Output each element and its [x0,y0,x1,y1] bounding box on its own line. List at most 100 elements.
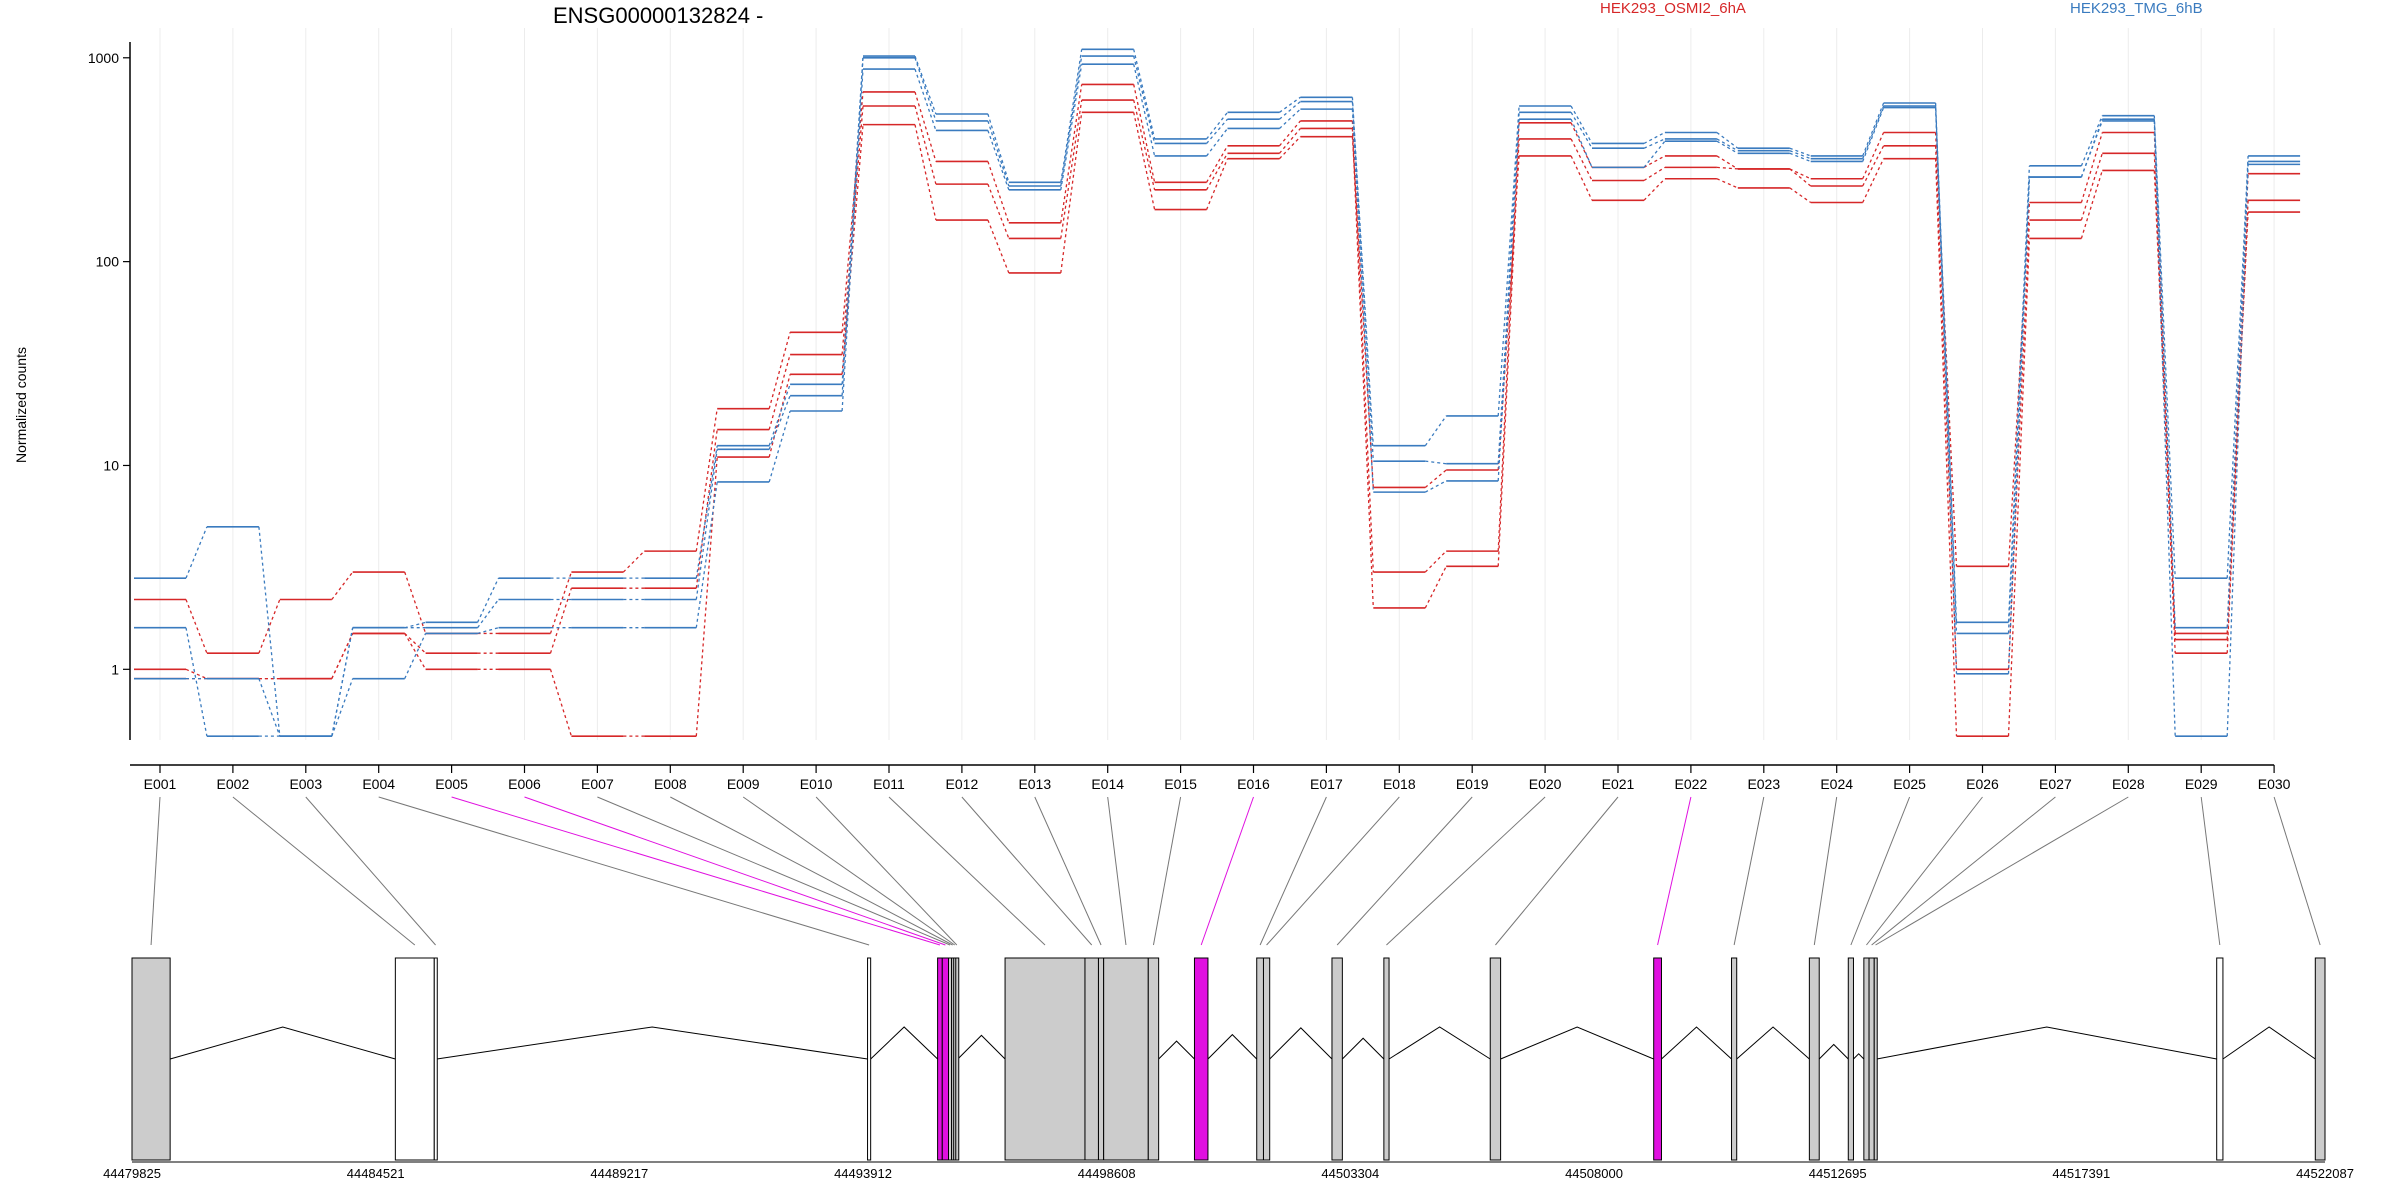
series-connector-e001 [185,599,208,654]
x-axis: E001 E002 E003 E004 E005 E006 E007 E008 E009 E010… [130,764,2291,792]
series-connector-e023 [1789,150,1811,160]
connector-e012 [961,796,1093,946]
series-connector-e020 [1570,118,1593,168]
series-connector-e016 [1279,120,1301,147]
connector-e004 [378,796,870,946]
exon-e023 [1731,957,1738,1161]
series-connector-e020 [1570,105,1593,144]
x-tick-label-e024: E024 [1820,776,1853,792]
x-tick-label-e003: E003 [289,776,322,792]
connector-e019 [1336,796,1473,946]
series-connector-e009 [768,384,791,446]
series-connector-e023 [1789,168,1811,180]
exon-e012 [1084,957,1099,1161]
series-connector-e009 [768,332,791,409]
series-connector-e017 [1351,136,1374,488]
legend-osmi2: HEK293_OSMI2_6hA [1600,0,1746,17]
intron-3 [436,1026,868,1060]
series-connector-e023 [1789,187,1812,204]
series-connector-e006 [549,587,573,654]
genomic-axis: 44479825 44484521 44489217 44493912 44498608… [103,1161,2354,1181]
exon-e017 [1256,957,1264,1161]
intron-28 [1876,1026,2217,1060]
y-tick-label-1: 1 [111,661,119,677]
genomic-tick-label-10: 44522087 [2296,1166,2354,1181]
x-tick-label-e018: E018 [1383,776,1416,792]
series-connector-e013 [1060,112,1083,274]
genomic-tick-label-5: 44498608 [1078,1166,1136,1181]
connector-e005 [451,796,941,946]
genomic-tick-label-6: 44503304 [1321,1166,1379,1181]
series-connector-e014 [1133,55,1156,144]
series-connector-e018 [1424,566,1447,609]
series-connector-e024 [1862,158,1885,203]
x-tick-label-e005: E005 [435,776,468,792]
exon-e025 [1847,957,1854,1161]
connector-e002 [232,796,416,946]
series-connector-e020 [1570,122,1593,168]
x-tick-label-e028: E028 [2112,776,2145,792]
series-connector-e028 [2153,170,2176,640]
series-connector-e004 [404,571,427,634]
series-connector-e027 [2080,170,2103,239]
series-connector-e017 [1351,109,1374,493]
series-connector-e019 [1497,105,1520,416]
connector-e014 [1107,796,1127,946]
genomic-tick-label-9: 44517391 [2052,1166,2110,1181]
x-tick-label-e009: E009 [727,776,760,792]
series-connector-e004 [404,633,427,679]
x-tick-label-e012: E012 [946,776,979,792]
series-connector-e009 [768,410,791,483]
series-connector-e027 [2080,120,2103,178]
x-tick-label-e011: E011 [873,776,905,792]
x-tick-label-e019: E019 [1456,776,1489,792]
x-tick-label-e020: E020 [1529,776,1562,792]
series-connector-e012 [987,120,1010,187]
intron-15 [1158,1040,1195,1060]
series-connector-e025 [1934,105,1958,634]
series-lines [134,48,2301,737]
connector-e030 [2273,796,2321,946]
y-axis-label: Normalized counts [13,347,29,463]
series-connector-e007 [622,550,645,573]
series-connector-e011 [914,91,937,162]
grid-lines [159,28,2275,740]
genomic-tick-label-1: 44479825 [103,1166,161,1181]
intron-10 [957,1034,1006,1060]
x-tick-label-e026: E026 [1966,776,1999,792]
exon-e019 [1331,957,1343,1161]
connector-e026 [1866,796,1983,946]
series-connector-e021 [1643,131,1666,145]
series-connector-e013 [1060,55,1083,187]
connector-e022 [1657,796,1692,946]
connector-e028 [1875,796,2129,946]
series-connector-e006 [549,571,573,634]
x-tick-label-e027: E027 [2039,776,2072,792]
exon-e011 [1004,957,1086,1161]
intron-24 [1818,1043,1849,1060]
series-connector-e011 [914,68,937,131]
series-connector-e019 [1497,138,1520,567]
x-tick-label-e016: E016 [1237,776,1270,792]
series-connector-e020 [1570,155,1593,201]
series-connector-e001 [185,526,208,579]
y-tick-label-10: 10 [103,457,119,473]
series-connector-e016 [1279,108,1301,129]
series-connector-e027 [2080,132,2103,203]
series-connector-e019 [1497,122,1520,552]
series-connector-e025 [1934,158,1958,737]
connector-e029 [2200,796,2221,946]
series-connector-e008 [695,408,718,552]
x-tick-label-e022: E022 [1675,776,1708,792]
series-connector-e011 [914,57,937,122]
series-connector-e019 [1497,155,1520,471]
series-connector-e016 [1279,96,1301,113]
x-tick-label-e029: E029 [2185,776,2218,792]
exon-e021 [1489,957,1502,1161]
connector-e025 [1850,796,1911,946]
intron-16 [1207,1033,1258,1060]
series-connector-e004 [404,632,427,654]
genomic-tick-label-8: 44512695 [1809,1166,1867,1181]
series-connector-e020 [1570,112,1593,149]
exon-e016 [1193,957,1209,1161]
